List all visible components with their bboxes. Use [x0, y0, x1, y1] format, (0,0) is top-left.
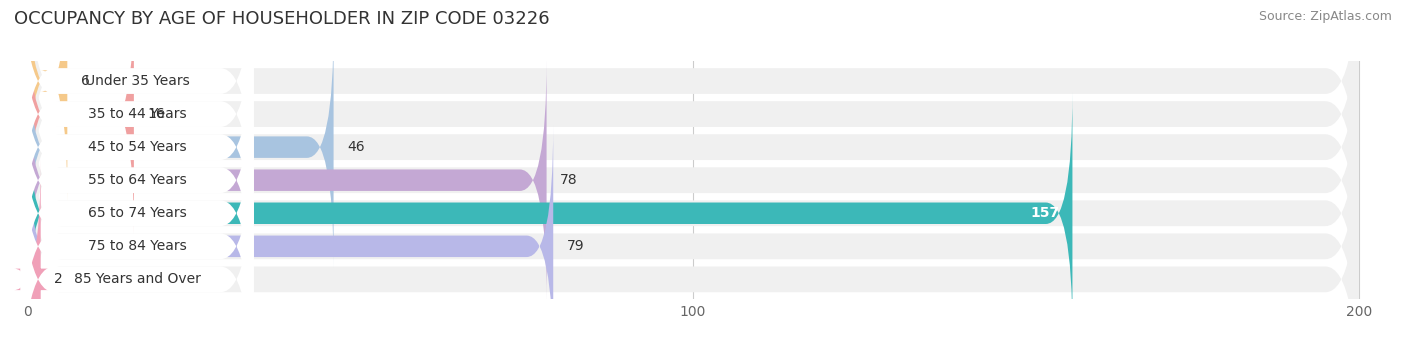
FancyBboxPatch shape — [27, 0, 1358, 300]
FancyBboxPatch shape — [21, 0, 253, 300]
FancyBboxPatch shape — [21, 0, 253, 267]
FancyBboxPatch shape — [21, 61, 253, 340]
Text: OCCUPANCY BY AGE OF HOUSEHOLDER IN ZIP CODE 03226: OCCUPANCY BY AGE OF HOUSEHOLDER IN ZIP C… — [14, 10, 550, 28]
FancyBboxPatch shape — [27, 0, 1358, 267]
Text: 78: 78 — [560, 173, 578, 187]
FancyBboxPatch shape — [21, 28, 253, 333]
Text: 55 to 64 Years: 55 to 64 Years — [87, 173, 187, 187]
Text: 35 to 44 Years: 35 to 44 Years — [89, 107, 187, 121]
FancyBboxPatch shape — [27, 94, 1358, 340]
Text: Source: ZipAtlas.com: Source: ZipAtlas.com — [1258, 10, 1392, 23]
Text: 46: 46 — [347, 140, 364, 154]
FancyBboxPatch shape — [27, 26, 333, 269]
FancyBboxPatch shape — [27, 125, 553, 340]
FancyBboxPatch shape — [27, 92, 1073, 335]
Text: 16: 16 — [148, 107, 165, 121]
Text: 79: 79 — [567, 239, 583, 253]
FancyBboxPatch shape — [21, 127, 253, 340]
FancyBboxPatch shape — [21, 0, 253, 234]
FancyBboxPatch shape — [27, 0, 134, 236]
FancyBboxPatch shape — [27, 61, 1358, 340]
Text: 75 to 84 Years: 75 to 84 Years — [87, 239, 187, 253]
FancyBboxPatch shape — [27, 28, 1358, 333]
Text: 6: 6 — [80, 74, 90, 88]
FancyBboxPatch shape — [27, 59, 547, 302]
Text: 45 to 54 Years: 45 to 54 Years — [89, 140, 187, 154]
FancyBboxPatch shape — [21, 94, 253, 340]
Text: 157: 157 — [1031, 206, 1059, 220]
FancyBboxPatch shape — [27, 0, 67, 203]
Text: 85 Years and Over: 85 Years and Over — [73, 272, 201, 286]
FancyBboxPatch shape — [27, 127, 1358, 340]
FancyBboxPatch shape — [27, 0, 1358, 234]
Text: 65 to 74 Years: 65 to 74 Years — [87, 206, 187, 220]
FancyBboxPatch shape — [14, 158, 53, 340]
Text: 2: 2 — [53, 272, 63, 286]
Text: Under 35 Years: Under 35 Years — [84, 74, 190, 88]
